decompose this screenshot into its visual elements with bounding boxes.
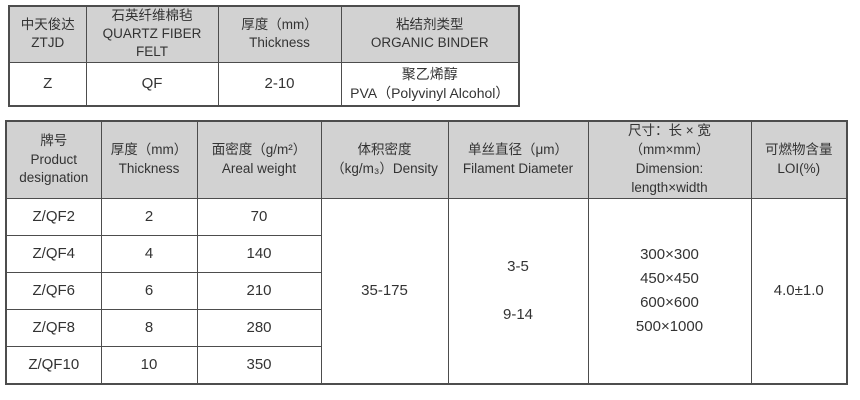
spec-cell-thickness: 6 xyxy=(100,272,198,310)
spec-header-density: 体积密度 （kg/m₃）Density xyxy=(320,120,449,199)
spec-header-model: 牌号 Product designation xyxy=(5,120,102,199)
spec-row: Z/QF4 4 140 xyxy=(5,235,847,273)
summary-cell-thickness-range: 2-10 xyxy=(217,61,342,107)
spec-cell-areal-weight: 140 xyxy=(196,235,322,273)
spec-cell-density: 35-175 xyxy=(320,198,449,385)
spec-cell-model: Z/QF2 xyxy=(5,198,102,236)
spec-cell-loi: 4.0±1.0 xyxy=(750,198,848,385)
spec-header-thickness: 厚度（mm） Thickness xyxy=(100,120,198,199)
spec-cell-filament-diameter: 3-5 9-14 xyxy=(447,198,589,385)
spec-header-filament-diameter: 单丝直径（μm） Filament Diameter xyxy=(447,120,589,199)
product-spec-table: 牌号 Product designation 厚度（mm） Thickness … xyxy=(5,120,848,385)
spec-header-row: 牌号 Product designation 厚度（mm） Thickness … xyxy=(5,120,848,199)
product-summary-table: 中天俊达 ZTJD 石英纤维棉毡 QUARTZ FIBER FELT 厚度（mm… xyxy=(8,5,520,107)
spec-row: Z/QF10 10 350 xyxy=(5,346,847,385)
summary-cell-product-code: QF xyxy=(85,61,219,107)
spec-cell-areal-weight: 70 xyxy=(196,198,322,236)
summary-header-binder: 粘结剂类型 ORGANIC BINDER xyxy=(340,5,520,63)
summary-data-row: Z QF 2-10 聚乙烯醇 PVA（Polyvinyl Alcohol） xyxy=(8,61,520,107)
spec-cell-areal-weight: 280 xyxy=(196,309,322,347)
spec-cell-dimensions: 300×300 450×450 600×600 500×1000 xyxy=(587,198,752,385)
spec-cell-thickness: 4 xyxy=(100,235,198,273)
spec-cell-areal-weight: 350 xyxy=(196,346,322,385)
spec-row: Z/QF2 2 70 35-175 3-5 9-14 300×300 450×4… xyxy=(5,198,848,385)
summary-header-product: 石英纤维棉毡 QUARTZ FIBER FELT xyxy=(85,5,219,63)
spec-header-dimension: 尺寸：长 × 宽 （mm×mm） Dimension: length×width xyxy=(587,120,752,199)
spec-row: Z/QF6 6 210 xyxy=(5,272,847,310)
spec-cell-model: Z/QF4 xyxy=(5,235,102,273)
summary-cell-brand-code: Z xyxy=(8,61,87,107)
spec-row: Z/QF8 8 280 xyxy=(5,309,847,347)
summary-header-row: 中天俊达 ZTJD 石英纤维棉毡 QUARTZ FIBER FELT 厚度（mm… xyxy=(8,5,520,63)
spec-cell-model: Z/QF6 xyxy=(5,272,102,310)
summary-cell-binder: 聚乙烯醇 PVA（Polyvinyl Alcohol） xyxy=(340,61,520,107)
spec-cell-thickness: 10 xyxy=(100,346,198,385)
summary-header-brand: 中天俊达 ZTJD xyxy=(8,5,87,63)
spec-cell-model: Z/QF10 xyxy=(5,346,102,385)
spec-cell-thickness: 2 xyxy=(100,198,198,236)
spec-cell-thickness: 8 xyxy=(100,309,198,347)
spec-header-loi: 可燃物含量 LOI(%) xyxy=(750,120,848,199)
spec-cell-model: Z/QF8 xyxy=(5,309,102,347)
summary-header-thickness: 厚度（mm） Thickness xyxy=(217,5,342,63)
spec-cell-areal-weight: 210 xyxy=(196,272,322,310)
spec-header-areal-weight: 面密度（g/m²） Areal weight xyxy=(196,120,322,199)
